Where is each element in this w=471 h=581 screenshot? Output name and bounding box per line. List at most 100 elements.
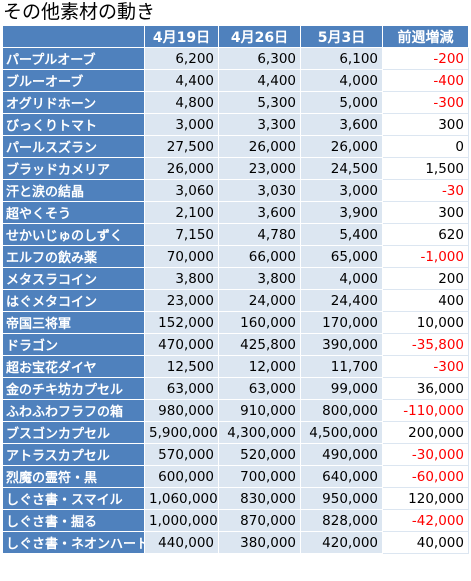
price-cell-date-3: 640,000 xyxy=(300,465,383,488)
change-cell: -300 xyxy=(382,355,469,378)
item-name-cell: パールスズラン xyxy=(2,135,145,158)
price-cell-date-1: 2,100 xyxy=(144,201,219,224)
item-name-cell: ブラッドカメリア xyxy=(2,157,145,180)
price-cell-date-3: 24,500 xyxy=(300,157,383,180)
change-cell: 200 xyxy=(382,267,469,290)
price-cell-date-3: 4,500,000 xyxy=(300,421,383,444)
price-cell-date-3: 11,700 xyxy=(300,355,383,378)
price-cell-date-1: 470,000 xyxy=(144,333,219,356)
price-cell-date-1: 3,060 xyxy=(144,179,219,202)
item-name-cell: パープルオーブ xyxy=(2,47,145,70)
item-name-cell: 烈魔の霊符・黒 xyxy=(2,465,145,488)
change-cell: 120,000 xyxy=(382,487,469,510)
item-name-cell: 超やくそう xyxy=(2,201,145,224)
price-cell-date-2: 700,000 xyxy=(218,465,301,488)
price-cell-date-2: 3,030 xyxy=(218,179,301,202)
change-cell: -60,000 xyxy=(382,465,469,488)
item-name-cell: 帝国三将軍 xyxy=(2,311,145,334)
item-name-cell: しぐさ書・掘る xyxy=(2,509,145,532)
table-row: 帝国三将軍 152,000 160,000 170,000 10,000 xyxy=(2,311,469,334)
price-cell-date-2: 3,300 xyxy=(218,113,301,136)
price-cell-date-2: 6,300 xyxy=(218,47,301,70)
item-name-cell: 金のチキ坊カプセル xyxy=(2,377,145,400)
table-row: オグリドホーン 4,800 5,300 5,000 -300 xyxy=(2,91,469,114)
page-title: その他素材の動き xyxy=(3,1,156,23)
change-cell: 300 xyxy=(382,113,469,136)
header-row: 4月19日 4月26日 5月3日 前週増減 xyxy=(2,25,469,48)
price-cell-date-3: 26,000 xyxy=(300,135,383,158)
change-cell: -300 xyxy=(382,91,469,114)
table-row: エルフの飲み薬 70,000 66,000 65,000 -1,000 xyxy=(2,245,469,268)
price-cell-date-3: 24,400 xyxy=(300,289,383,312)
change-cell: -200 xyxy=(382,47,469,70)
price-cell-date-1: 570,000 xyxy=(144,443,219,466)
price-cell-date-1: 12,500 xyxy=(144,355,219,378)
change-cell: 300 xyxy=(382,201,469,224)
table-row: パープルオーブ 6,200 6,300 6,100 -200 xyxy=(2,47,469,70)
item-name-cell: ブスゴンカプセル xyxy=(2,421,145,444)
price-cell-date-2: 5,300 xyxy=(218,91,301,114)
price-cell-date-2: 910,000 xyxy=(218,399,301,422)
table-row: はぐメタコイン 23,000 24,000 24,400 400 xyxy=(2,289,469,312)
table-row: 超やくそう 2,100 3,600 3,900 300 xyxy=(2,201,469,224)
change-cell: 200,000 xyxy=(382,421,469,444)
price-cell-date-2: 3,800 xyxy=(218,267,301,290)
header-date-3: 5月3日 xyxy=(300,25,383,48)
price-cell-date-1: 7,150 xyxy=(144,223,219,246)
item-name-cell: しぐさ書・ネオンハート xyxy=(2,531,145,554)
table-row: パールスズラン 27,500 26,000 26,000 0 xyxy=(2,135,469,158)
change-cell: -1,000 xyxy=(382,245,469,268)
price-cell-date-1: 1,060,000 xyxy=(144,487,219,510)
price-cell-date-1: 980,000 xyxy=(144,399,219,422)
item-name-cell: しぐさ書・スマイル xyxy=(2,487,145,510)
table-row: びっくりトマト 3,000 3,300 3,600 300 xyxy=(2,113,469,136)
table-row: ブルーオーブ 4,400 4,400 4,000 -400 xyxy=(2,69,469,92)
price-cell-date-1: 4,400 xyxy=(144,69,219,92)
price-cell-date-3: 170,000 xyxy=(300,311,383,334)
price-cell-date-3: 4,000 xyxy=(300,69,383,92)
price-cell-date-3: 99,000 xyxy=(300,377,383,400)
price-cell-date-3: 5,000 xyxy=(300,91,383,114)
price-cell-date-1: 5,900,000 xyxy=(144,421,219,444)
price-cell-date-1: 152,000 xyxy=(144,311,219,334)
table-row: 超お宝花ダイヤ 12,500 12,000 11,700 -300 xyxy=(2,355,469,378)
price-cell-date-2: 830,000 xyxy=(218,487,301,510)
price-cell-date-3: 828,000 xyxy=(300,509,383,532)
item-name-cell: ブルーオーブ xyxy=(2,69,145,92)
price-cell-date-2: 23,000 xyxy=(218,157,301,180)
table-row: 烈魔の霊符・黒 600,000 700,000 640,000 -60,000 xyxy=(2,465,469,488)
table-row: ブラッドカメリア 26,000 23,000 24,500 1,500 xyxy=(2,157,469,180)
change-cell: -35,800 xyxy=(382,333,469,356)
price-cell-date-3: 65,000 xyxy=(300,245,383,268)
header-corner xyxy=(2,25,145,48)
price-cell-date-2: 4,300,000 xyxy=(218,421,301,444)
price-cell-date-2: 4,400 xyxy=(218,69,301,92)
price-cell-date-3: 5,400 xyxy=(300,223,383,246)
item-name-cell: エルフの飲み薬 xyxy=(2,245,145,268)
change-cell: -30 xyxy=(382,179,469,202)
price-cell-date-1: 600,000 xyxy=(144,465,219,488)
item-name-cell: オグリドホーン xyxy=(2,91,145,114)
table-row: ブスゴンカプセル 5,900,000 4,300,000 4,500,000 200,0… xyxy=(2,421,469,444)
table-row: せかいじゅのしずく 7,150 4,780 5,400 620 xyxy=(2,223,469,246)
item-name-cell: せかいじゅのしずく xyxy=(2,223,145,246)
header-change: 前週増減 xyxy=(382,25,469,48)
price-cell-date-1: 440,000 xyxy=(144,531,219,554)
price-cell-date-1: 1,000,000 xyxy=(144,509,219,532)
item-name-cell: はぐメタコイン xyxy=(2,289,145,312)
price-cell-date-3: 3,600 xyxy=(300,113,383,136)
price-cell-date-3: 3,000 xyxy=(300,179,383,202)
price-cell-date-3: 800,000 xyxy=(300,399,383,422)
change-cell: 0 xyxy=(382,135,469,158)
price-cell-date-2: 12,000 xyxy=(218,355,301,378)
table-row: しぐさ書・スマイル 1,060,000 830,000 950,000 120,000 xyxy=(2,487,469,510)
price-cell-date-1: 26,000 xyxy=(144,157,219,180)
change-cell: -42,000 xyxy=(382,509,469,532)
price-cell-date-2: 380,000 xyxy=(218,531,301,554)
price-cell-date-2: 870,000 xyxy=(218,509,301,532)
table-row: アトラスカプセル 570,000 520,000 490,000 -30,000 xyxy=(2,443,469,466)
change-cell: 36,000 xyxy=(382,377,469,400)
change-cell: 400 xyxy=(382,289,469,312)
change-cell: -110,000 xyxy=(382,399,469,422)
price-cell-date-1: 63,000 xyxy=(144,377,219,400)
